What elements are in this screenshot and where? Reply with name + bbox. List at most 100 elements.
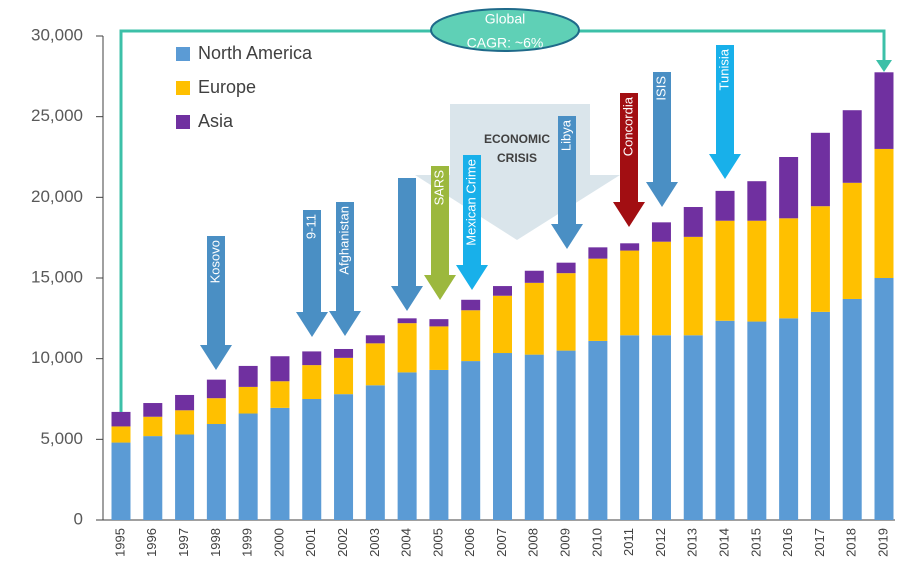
bar-segment xyxy=(397,323,417,373)
bar-segment xyxy=(302,365,322,399)
y-tick-label: 25,000 xyxy=(31,106,83,125)
bar-segment xyxy=(302,399,322,520)
x-tick-label: 2007 xyxy=(494,528,509,557)
y-tick-label: 30,000 xyxy=(31,25,83,44)
bar-segment xyxy=(175,410,195,435)
bar-segment xyxy=(175,394,195,411)
crisis-label: CRISIS xyxy=(497,151,537,165)
bar-segment xyxy=(111,411,131,427)
bar-segment xyxy=(238,386,258,414)
event-label: ISIS xyxy=(653,76,668,101)
bar-segment xyxy=(461,310,481,362)
x-tick-label: 2013 xyxy=(685,528,700,557)
event-label: Kosovo xyxy=(207,240,222,283)
crisis-label: ECONOMIC xyxy=(484,132,550,146)
bar-segment xyxy=(334,348,354,358)
event-label: Concordia xyxy=(620,96,635,156)
event-arrow xyxy=(613,93,645,227)
x-tick-label: 2012 xyxy=(653,528,668,557)
x-tick-label: 2014 xyxy=(716,528,731,557)
bar-segment xyxy=(334,357,354,395)
bar-segment xyxy=(238,365,258,387)
cagr-bubble xyxy=(430,8,580,52)
x-tick-label: 2006 xyxy=(462,528,477,557)
event-label: Afghanistan xyxy=(336,206,351,275)
x-tick-label: 1997 xyxy=(176,528,191,557)
bar-segment xyxy=(810,206,830,312)
x-tick-label: 2011 xyxy=(621,528,636,556)
bar-segment xyxy=(779,157,799,219)
bar-segment xyxy=(143,436,163,520)
bar-segment xyxy=(620,243,640,251)
cagr-arrowhead xyxy=(876,60,892,72)
x-tick-label: 2003 xyxy=(367,528,382,557)
event-arrow xyxy=(551,116,583,249)
bar-segment xyxy=(270,356,290,382)
y-tick-label: 20,000 xyxy=(31,187,83,206)
bar-segment xyxy=(779,218,799,319)
event-arrow xyxy=(456,155,488,290)
bar-segment xyxy=(238,413,258,520)
legend-swatch xyxy=(176,115,190,129)
event-arrow xyxy=(329,202,361,336)
bar-segment xyxy=(683,207,703,237)
bar-segment xyxy=(493,295,512,354)
bar-segment xyxy=(524,270,544,283)
event-label: Tunisia xyxy=(716,48,731,90)
cagr-label: CAGR: ~6% xyxy=(467,35,544,51)
bar-segment xyxy=(334,394,354,520)
x-tick-label: 1998 xyxy=(208,528,223,557)
event-arrow xyxy=(424,166,456,300)
bar-segment xyxy=(874,278,894,520)
bar-segment xyxy=(747,321,767,520)
bar-segment xyxy=(524,354,544,520)
y-tick-label: 5,000 xyxy=(40,429,83,448)
legend-label: Asia xyxy=(198,111,234,131)
bar-segment xyxy=(206,398,226,425)
bar-segment xyxy=(588,258,608,341)
y-tick-label: 10,000 xyxy=(31,348,83,367)
bar-segment xyxy=(588,340,608,520)
bar-segment xyxy=(206,424,226,520)
bar-segment xyxy=(651,222,671,242)
bar-segment xyxy=(524,282,544,355)
x-tick-label: 2017 xyxy=(812,528,827,557)
x-tick-label: 2010 xyxy=(589,528,604,557)
bar-segment xyxy=(143,403,163,417)
bar-segment xyxy=(429,369,449,520)
bar-segment xyxy=(810,132,830,207)
bar-segment xyxy=(461,361,481,520)
bar-segment xyxy=(111,426,131,443)
y-tick-label: 0 xyxy=(74,509,83,528)
bar-segment xyxy=(556,262,576,274)
bar-segment xyxy=(493,286,512,296)
bar-segment xyxy=(620,250,640,336)
x-tick-label: 1999 xyxy=(240,528,255,557)
bar-segment xyxy=(556,350,576,520)
bar-segment xyxy=(175,434,195,520)
bar-segment xyxy=(270,407,290,520)
event-label: SARS xyxy=(431,170,446,206)
bar-segment xyxy=(747,220,767,322)
event-arrow xyxy=(709,45,741,179)
bar-segment xyxy=(556,273,576,351)
event-arrow xyxy=(391,178,423,311)
bar-segment xyxy=(715,220,735,321)
bar-segment xyxy=(842,182,862,299)
bar-segment xyxy=(874,72,894,149)
bar-segment xyxy=(365,335,385,344)
event-arrow xyxy=(646,72,678,207)
x-tick-label: 2015 xyxy=(748,528,763,557)
bar-segment xyxy=(461,299,481,311)
bar-segment xyxy=(715,320,735,520)
x-tick-label: 2018 xyxy=(844,528,859,557)
bar-segment xyxy=(429,326,449,370)
x-tick-label: 2004 xyxy=(399,528,414,557)
bar-segment xyxy=(747,181,767,221)
legend-label: North America xyxy=(198,43,313,63)
x-tick-label: 2005 xyxy=(430,528,445,557)
bar-segment xyxy=(620,335,640,520)
bar-segment xyxy=(683,335,703,520)
x-tick-label: 1995 xyxy=(112,528,127,557)
